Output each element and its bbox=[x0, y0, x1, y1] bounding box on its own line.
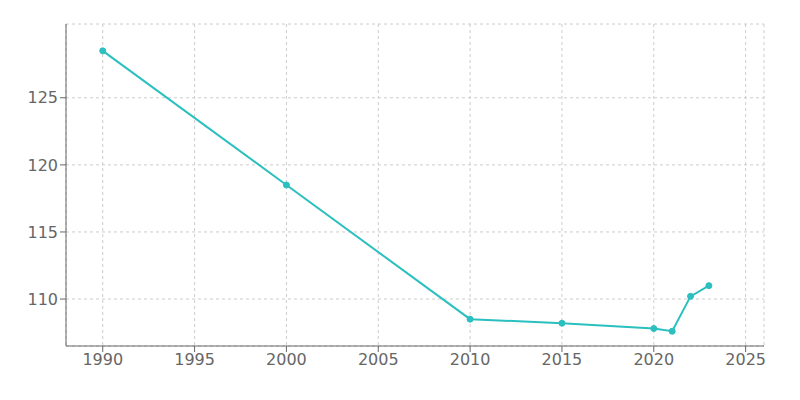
svg-text:120: 120 bbox=[27, 156, 58, 175]
svg-text:2015: 2015 bbox=[542, 350, 583, 369]
svg-text:1995: 1995 bbox=[174, 350, 215, 369]
svg-text:2025: 2025 bbox=[725, 350, 766, 369]
svg-text:2005: 2005 bbox=[358, 350, 399, 369]
svg-text:115: 115 bbox=[27, 223, 58, 242]
svg-text:1990: 1990 bbox=[82, 350, 123, 369]
svg-text:125: 125 bbox=[27, 88, 58, 107]
svg-text:110: 110 bbox=[27, 290, 58, 309]
svg-text:2000: 2000 bbox=[266, 350, 307, 369]
svg-text:2020: 2020 bbox=[633, 350, 674, 369]
svg-text:2010: 2010 bbox=[450, 350, 491, 369]
